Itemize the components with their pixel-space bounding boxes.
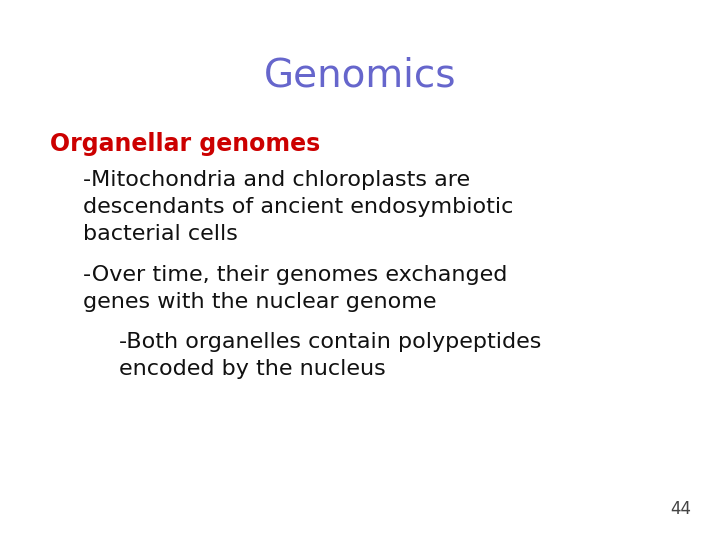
Text: encoded by the nucleus: encoded by the nucleus	[119, 359, 385, 379]
Text: Genomics: Genomics	[264, 57, 456, 94]
Text: Organellar genomes: Organellar genomes	[50, 132, 320, 156]
Text: -Both organelles contain polypeptides: -Both organelles contain polypeptides	[119, 332, 541, 352]
Text: genes with the nuclear genome: genes with the nuclear genome	[83, 292, 436, 312]
Text: -Over time, their genomes exchanged: -Over time, their genomes exchanged	[83, 265, 507, 285]
Text: 44: 44	[670, 501, 691, 518]
Text: descendants of ancient endosymbiotic: descendants of ancient endosymbiotic	[83, 197, 513, 217]
Text: bacterial cells: bacterial cells	[83, 224, 238, 244]
Text: -Mitochondria and chloroplasts are: -Mitochondria and chloroplasts are	[83, 170, 470, 190]
